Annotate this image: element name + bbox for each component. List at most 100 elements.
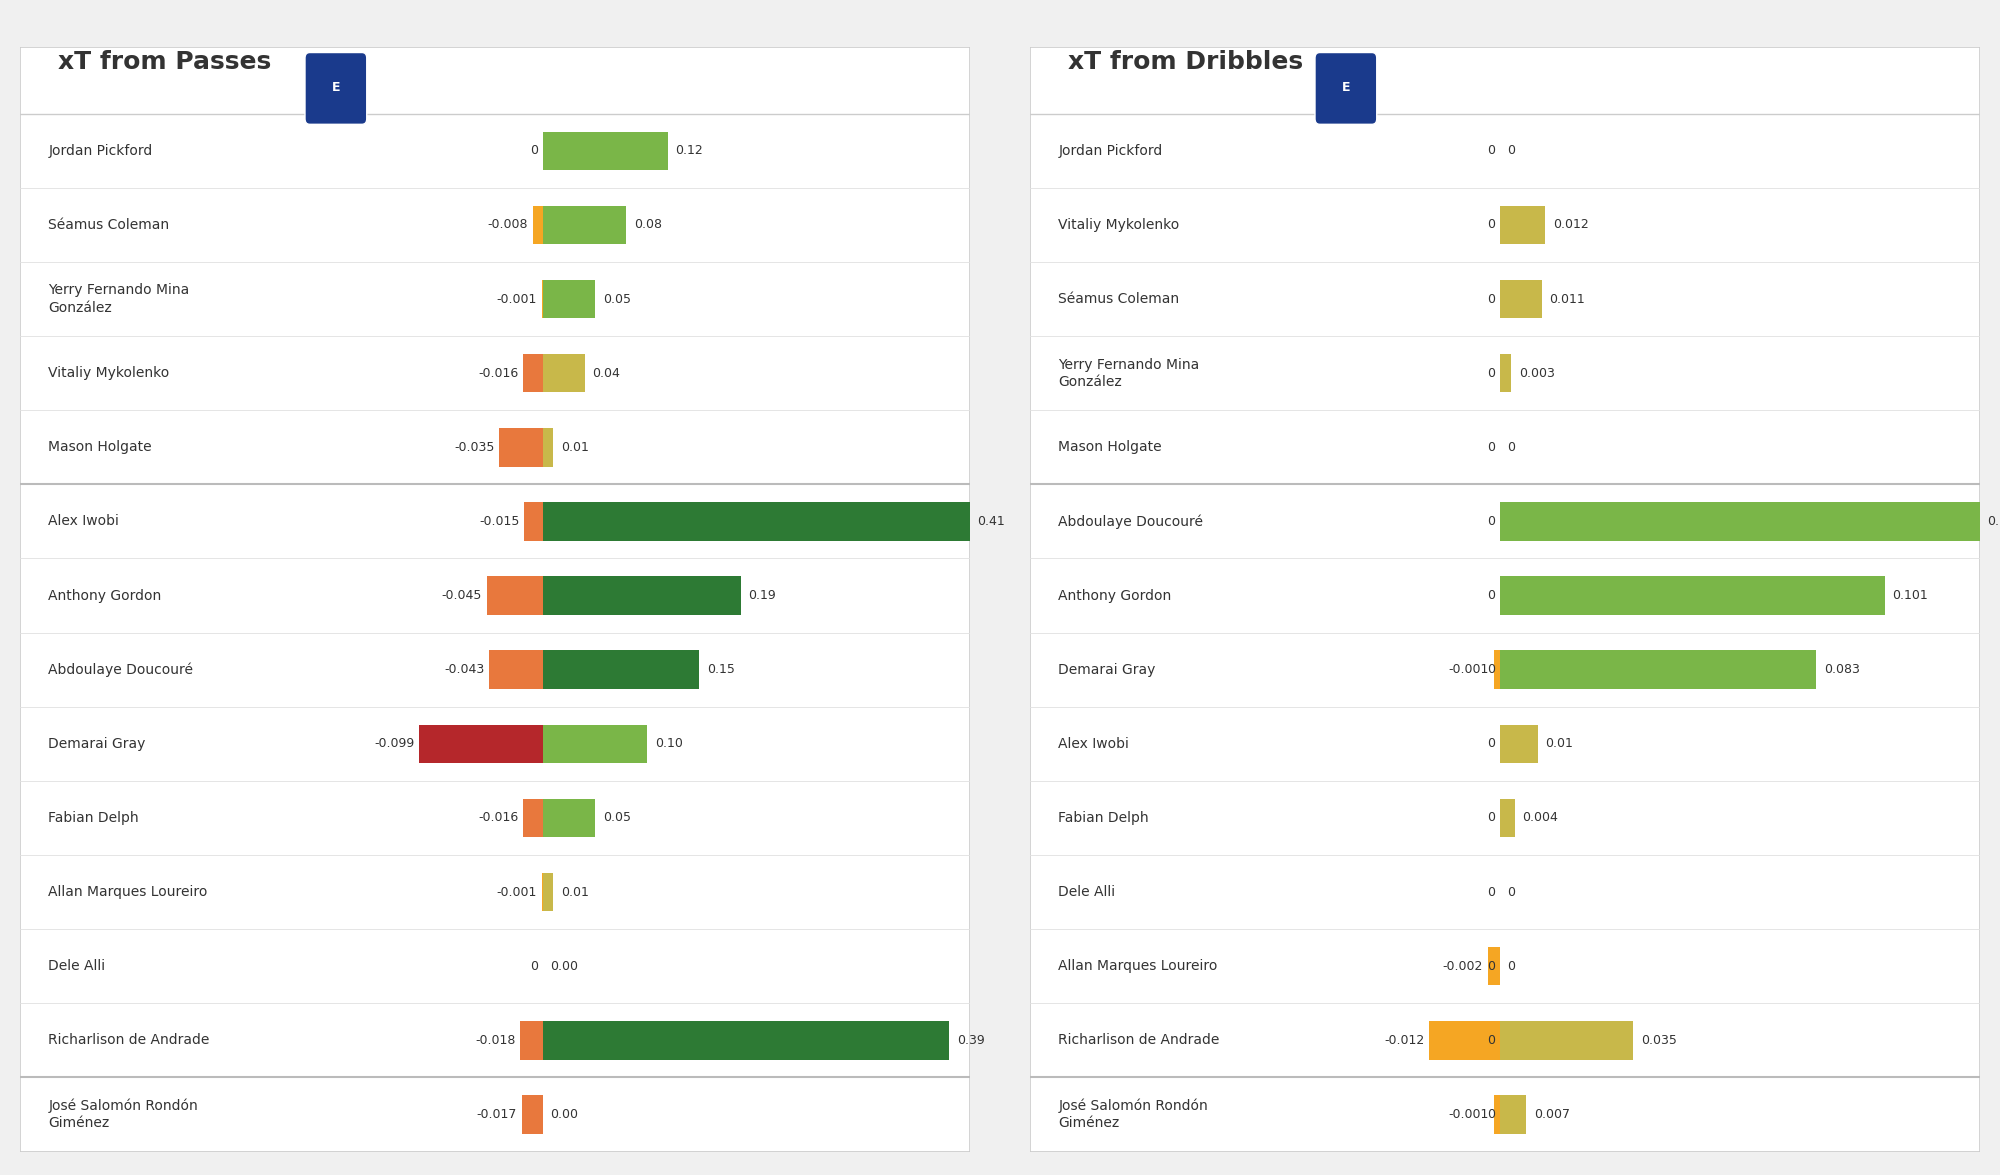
Bar	[532, 206, 544, 244]
Text: 0: 0	[1486, 737, 1494, 751]
Text: 0.12: 0.12	[676, 145, 704, 157]
Bar	[1500, 1095, 1526, 1134]
Text: E: E	[332, 81, 340, 94]
Text: 0.08: 0.08	[634, 219, 662, 231]
Text: 0: 0	[1486, 1034, 1494, 1047]
Text: 0: 0	[1486, 367, 1494, 380]
Bar	[520, 1021, 544, 1060]
Text: 0: 0	[1486, 293, 1494, 306]
Text: 0.05: 0.05	[602, 812, 630, 825]
Bar	[1494, 1095, 1500, 1134]
Text: Yerry Fernando Mina
González: Yerry Fernando Mina González	[1058, 357, 1200, 389]
Bar	[1500, 1021, 1634, 1060]
Bar	[544, 873, 554, 912]
Text: xT from Passes: xT from Passes	[58, 49, 272, 74]
Text: Dele Alli: Dele Alli	[48, 959, 106, 973]
Text: Jordan Pickford: Jordan Pickford	[1058, 143, 1162, 157]
Text: Séamus Coleman: Séamus Coleman	[1058, 293, 1180, 306]
Text: Richarlison de Andrade: Richarlison de Andrade	[1058, 1033, 1220, 1047]
Bar	[1500, 651, 1816, 689]
Text: -0.035: -0.035	[454, 441, 494, 454]
Text: Abdoulaye Doucouré: Abdoulaye Doucouré	[1058, 515, 1204, 529]
Text: Demarai Gray: Demarai Gray	[1058, 663, 1156, 677]
Text: 0.007: 0.007	[1534, 1108, 1570, 1121]
Bar	[1500, 502, 1980, 540]
Bar	[1500, 354, 1512, 392]
Text: Jordan Pickford: Jordan Pickford	[48, 143, 152, 157]
Text: José Salomón Rondón
Giménez: José Salomón Rondón Giménez	[48, 1099, 198, 1130]
Text: 0: 0	[1508, 441, 1516, 454]
Text: 0: 0	[1486, 886, 1494, 899]
Text: -0.002: -0.002	[1442, 960, 1484, 973]
Text: -0.043: -0.043	[444, 663, 484, 676]
Text: Mason Holgate: Mason Holgate	[1058, 441, 1162, 455]
Text: 0: 0	[1486, 812, 1494, 825]
Text: 0: 0	[530, 145, 538, 157]
Bar	[1500, 725, 1538, 763]
Text: -0.001: -0.001	[496, 886, 536, 899]
Text: Allan Marques Loureiro: Allan Marques Loureiro	[1058, 959, 1218, 973]
Bar	[418, 725, 544, 763]
Bar	[544, 280, 596, 318]
Text: xT from Dribbles: xT from Dribbles	[1068, 49, 1304, 74]
Text: 0.15: 0.15	[706, 663, 734, 676]
Bar	[1494, 651, 1500, 689]
Text: Yerry Fernando Mina
González: Yerry Fernando Mina González	[48, 283, 190, 315]
Text: Alex Iwobi: Alex Iwobi	[1058, 737, 1130, 751]
Text: 0: 0	[1486, 663, 1494, 676]
Bar	[544, 799, 596, 838]
Bar	[544, 354, 584, 392]
Text: -0.001: -0.001	[1448, 663, 1490, 676]
Text: -0.015: -0.015	[480, 515, 520, 528]
Bar	[500, 428, 544, 466]
Text: 0: 0	[1486, 1108, 1494, 1121]
Bar	[544, 428, 554, 466]
Text: 0.01: 0.01	[562, 886, 588, 899]
Text: -0.099: -0.099	[374, 737, 414, 751]
Bar	[544, 651, 700, 689]
Bar	[544, 132, 668, 170]
FancyBboxPatch shape	[1316, 53, 1376, 125]
Bar	[544, 502, 970, 540]
Text: 0.01: 0.01	[1546, 737, 1574, 751]
Text: -0.008: -0.008	[488, 219, 528, 231]
Bar	[522, 1095, 544, 1134]
Text: 0: 0	[1508, 960, 1516, 973]
Text: 0.01: 0.01	[562, 441, 588, 454]
Bar	[522, 799, 544, 838]
Bar	[522, 354, 544, 392]
FancyBboxPatch shape	[1030, 47, 1980, 1152]
Text: Vitaliy Mykolenko: Vitaliy Mykolenko	[48, 367, 170, 381]
Text: -0.045: -0.045	[442, 589, 482, 602]
Text: 0: 0	[1508, 145, 1516, 157]
Text: 0.083: 0.083	[1824, 663, 1860, 676]
Text: 0.003: 0.003	[1518, 367, 1554, 380]
Bar	[544, 206, 626, 244]
Text: -0.016: -0.016	[478, 812, 518, 825]
Text: Dele Alli: Dele Alli	[1058, 885, 1116, 899]
Text: Anthony Gordon: Anthony Gordon	[48, 589, 162, 603]
Text: Mason Holgate: Mason Holgate	[48, 441, 152, 455]
Bar	[544, 576, 740, 615]
Text: Fabian Delph: Fabian Delph	[1058, 811, 1150, 825]
FancyBboxPatch shape	[304, 53, 366, 125]
Text: 0: 0	[1508, 886, 1516, 899]
Text: 0: 0	[1486, 145, 1494, 157]
Text: -0.018: -0.018	[476, 1034, 516, 1047]
Text: 0.00: 0.00	[550, 960, 578, 973]
Bar	[544, 725, 648, 763]
Text: Allan Marques Loureiro: Allan Marques Loureiro	[48, 885, 208, 899]
Text: Anthony Gordon: Anthony Gordon	[1058, 589, 1172, 603]
Text: -0.001: -0.001	[1448, 1108, 1490, 1121]
Bar	[1488, 947, 1500, 986]
Text: 0.04: 0.04	[592, 367, 620, 380]
Text: 0.012: 0.012	[1554, 219, 1588, 231]
Text: 0: 0	[1486, 589, 1494, 602]
Text: Alex Iwobi: Alex Iwobi	[48, 515, 120, 529]
Text: Richarlison de Andrade: Richarlison de Andrade	[48, 1033, 210, 1047]
Bar	[490, 651, 544, 689]
Text: 0.101: 0.101	[1892, 589, 1928, 602]
Bar	[1500, 576, 1884, 615]
Bar	[1500, 280, 1542, 318]
Bar	[486, 576, 544, 615]
